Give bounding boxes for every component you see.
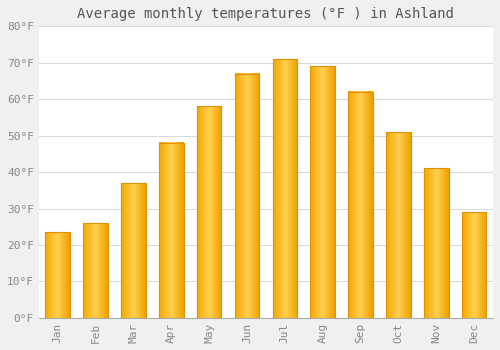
- Bar: [272, 59, 297, 318]
- Bar: [197, 106, 222, 318]
- Title: Average monthly temperatures (°F ) in Ashland: Average monthly temperatures (°F ) in As…: [78, 7, 454, 21]
- Bar: [46, 232, 70, 318]
- Bar: [84, 223, 108, 318]
- Bar: [386, 132, 410, 318]
- Bar: [121, 183, 146, 318]
- Bar: [310, 66, 335, 318]
- Bar: [159, 143, 184, 318]
- Bar: [424, 168, 448, 318]
- Bar: [462, 212, 486, 318]
- Bar: [234, 74, 260, 318]
- Bar: [348, 92, 373, 318]
